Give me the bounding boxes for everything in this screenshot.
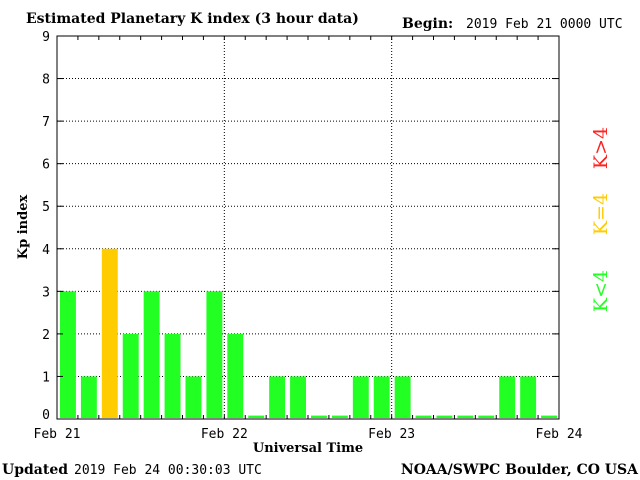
axis-ticks: 0 1 2 3 4 5 6 7 8 9 Feb 21 Feb 22 Feb 23 Feb 24 xyxy=(34,30,583,442)
kp-bar xyxy=(352,376,369,418)
source-credit: NOAA/SWPC Boulder, CO USA xyxy=(401,462,639,478)
y-tick-label: 0 xyxy=(42,408,50,423)
x-tick-label: Feb 21 xyxy=(34,427,81,442)
x-axis-label: Universal Time xyxy=(253,441,363,456)
kp-bar xyxy=(101,248,118,418)
y-tick-label: 6 xyxy=(42,158,50,173)
x-tick-label: Feb 23 xyxy=(368,427,415,442)
kp-bar xyxy=(520,376,537,418)
y-tick-label: 3 xyxy=(42,285,50,300)
y-tick-label: 4 xyxy=(42,243,50,258)
kp-bar xyxy=(394,376,411,418)
kp-bar xyxy=(269,376,286,418)
plot-area xyxy=(56,35,560,420)
kp-bar xyxy=(227,333,244,418)
y-tick-label: 2 xyxy=(42,328,50,343)
kp-bar xyxy=(415,415,432,418)
kp-bar xyxy=(206,291,223,418)
kp-bar xyxy=(331,415,348,418)
y-tick-label: 7 xyxy=(42,115,50,130)
kp-bar xyxy=(499,376,516,418)
y-axis-label: Kp index xyxy=(16,195,31,260)
kp-bar xyxy=(478,415,495,418)
y-tick-label: 9 xyxy=(42,30,50,45)
kp-bar xyxy=(80,376,97,418)
kp-bar xyxy=(60,291,76,418)
kp-bar xyxy=(143,291,160,418)
kp-bar xyxy=(436,415,453,418)
begin-label: Begin: xyxy=(402,16,453,32)
legend-entry-k-equal-4: K=4 xyxy=(590,193,612,235)
kp-bar xyxy=(122,333,139,418)
legend-entry-k-less-4: K<4 xyxy=(590,270,612,312)
kp-bar xyxy=(541,415,557,418)
kp-bar xyxy=(290,376,306,418)
y-tick-label: 1 xyxy=(42,370,50,385)
bars xyxy=(60,248,557,418)
x-tick-label: Feb 24 xyxy=(536,427,583,442)
y-tick-label: 8 xyxy=(42,73,50,88)
kp-bar xyxy=(373,376,390,418)
y-tick-label: 5 xyxy=(42,200,50,215)
chart-title: Estimated Planetary K index (3 hour data… xyxy=(26,11,359,27)
kp-bar xyxy=(164,333,181,418)
legend-entry-k-greater-4: K>4 xyxy=(590,127,612,169)
kp-bar xyxy=(457,415,474,418)
updated-label: Updated xyxy=(2,462,68,478)
kp-bar xyxy=(185,376,202,418)
grid-lines xyxy=(57,36,559,419)
x-tick-label: Feb 22 xyxy=(201,427,248,442)
begin-value: 2019 Feb 21 0000 UTC xyxy=(466,17,623,32)
kp-bar xyxy=(311,415,327,418)
updated-value: 2019 Feb 24 00:30:03 UTC xyxy=(74,463,262,478)
kp-bar xyxy=(248,415,265,418)
